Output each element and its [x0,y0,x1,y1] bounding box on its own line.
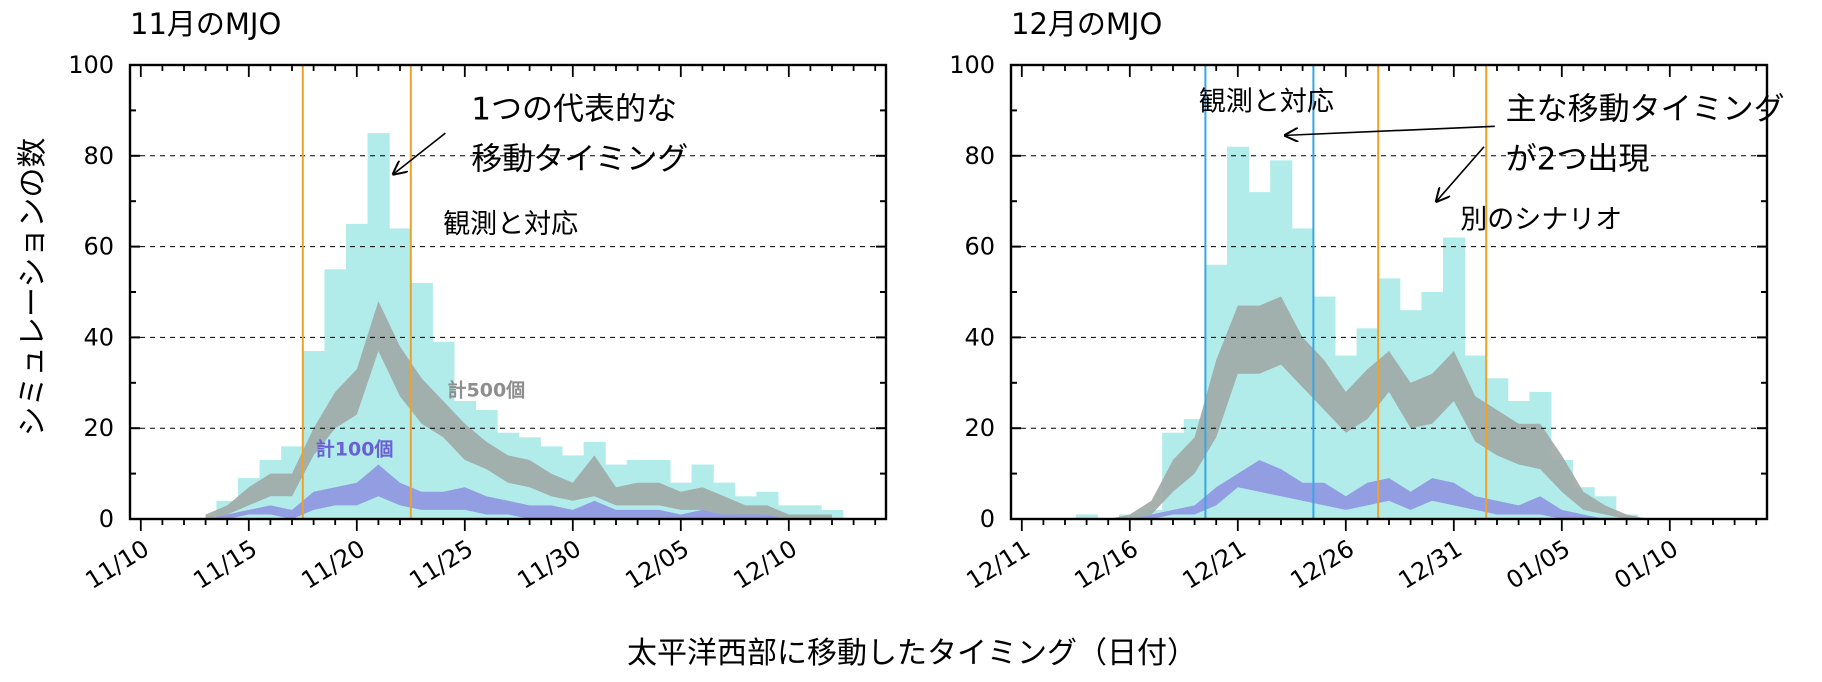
chart-title: 11月のMJO [130,7,281,41]
y-tick-label: 100 [68,51,114,79]
ensemble-100-band [205,464,833,519]
annotation-text: 移動タイミング [471,141,688,177]
y-tick-label: 0 [99,505,114,533]
annotation-text: 観測と対応 [1199,86,1334,117]
x-tick-label: 11/15 [188,534,261,594]
histogram-bar [1378,278,1401,519]
x-tick-label: 11/20 [296,534,369,594]
x-tick-label: 12/26 [1285,534,1358,594]
annotation-arrow [1285,125,1495,135]
x-tick-label: 12/16 [1069,534,1142,594]
chart-panel-november: 11月のMJO 0 20 40 60 80 100 11/10 11/15 11/20 11/25 1… [68,7,888,595]
histogram-bar [1075,514,1098,519]
y-tick-label: 60 [83,233,114,261]
y-tick-label: 80 [964,142,995,170]
x-tick-label: 11/10 [80,534,153,594]
annotation-text: 1つの代表的な [471,91,677,127]
x-tick-label: 01/05 [1501,534,1574,594]
ensemble-500-band [205,301,833,519]
x-tick-label: 12/31 [1393,534,1466,594]
x-tick-label: 12/11 [961,534,1034,594]
annotation-text: 観測と対応 [443,209,578,240]
chart-title: 12月のMJO [1011,7,1162,41]
annotation-text: 別のシナリオ [1460,204,1622,235]
ensemble-100-band [1086,460,1649,519]
chart-panel-december: 12月のMJO 0 20 40 60 80 100 12/11 12/16 12/21 12/26 1… [949,7,1784,595]
x-tick-label: 12/10 [728,534,801,594]
y-tick-label: 60 [964,233,995,261]
series-label: 計500個 [448,378,526,401]
x-tick-label: 12/05 [620,534,693,594]
annotation-arrow [1437,146,1485,201]
y-tick-label: 20 [964,414,995,442]
x-tick-label: 11/25 [404,534,477,594]
y-tick-label: 40 [964,323,995,351]
annotation-text: 主な移動タイミング [1506,91,1785,127]
x-tick-label: 01/10 [1609,534,1682,594]
annotation-text: が2つ出現 [1506,141,1650,177]
y-axis-label: シミュレーションの数 [16,138,51,437]
y-tick-label: 40 [83,323,114,351]
y-tick-label: 100 [949,51,995,79]
y-tick-label: 0 [980,505,995,533]
annotation-arrow [394,132,446,174]
x-tick-label: 11/30 [512,534,585,594]
histogram-bar [821,509,844,519]
x-tick-label: 12/21 [1177,534,1250,594]
x-axis-label: 太平洋西部に移動したタイミング（日付） [627,636,1197,671]
y-tick-label: 20 [83,414,114,442]
series-label: 計100個 [316,437,394,460]
ensemble-500-band [1086,296,1649,519]
y-tick-label: 80 [83,142,114,170]
